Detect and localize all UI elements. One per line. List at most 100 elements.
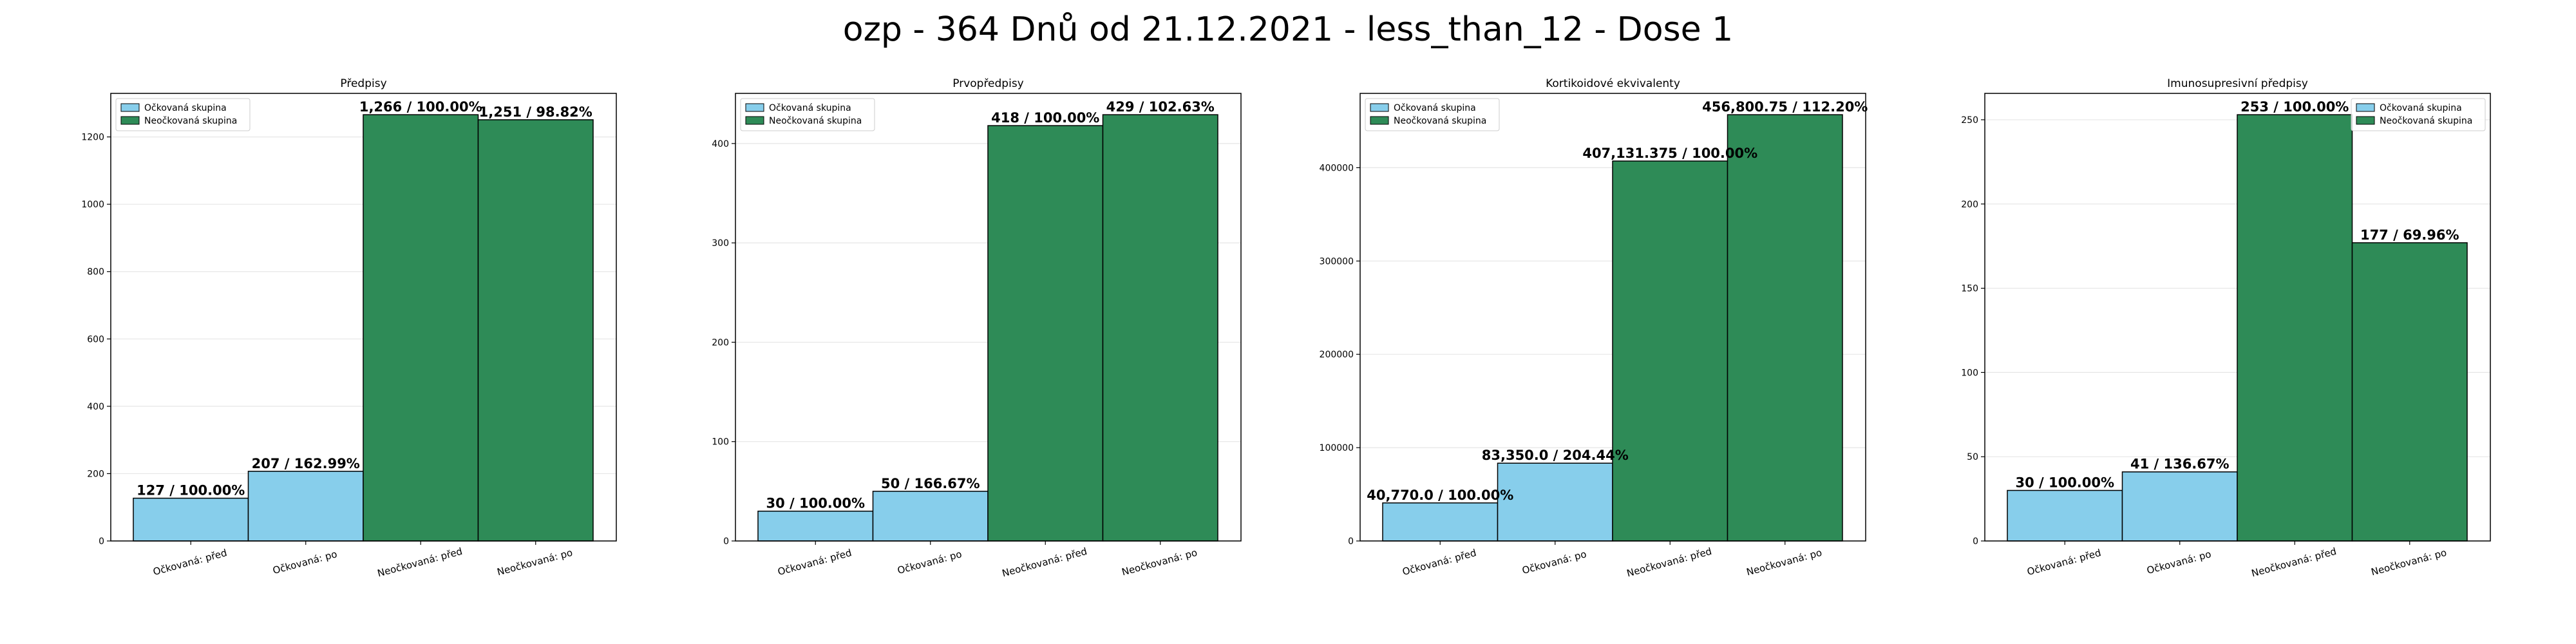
- y-tick-label: 300: [712, 238, 729, 249]
- legend-label: Očkovaná skupina: [1394, 103, 1476, 113]
- data-label: 418 / 100.00%: [991, 110, 1099, 126]
- axes-frame: [1359, 93, 1866, 542]
- y-tick-label: 250: [1961, 115, 1978, 126]
- bar: [1727, 114, 1843, 542]
- y-tick-label: 100: [712, 437, 729, 448]
- y-tick-label: 200: [1961, 200, 1978, 210]
- bar: [872, 491, 989, 542]
- bar: [1612, 160, 1728, 542]
- x-tick-label: Očkovaná: před: [777, 547, 853, 578]
- x-tick-label: Očkovaná: před: [2026, 547, 2103, 578]
- y-tick-label: 100000: [1320, 443, 1354, 453]
- legend-label: Očkovaná skupina: [2380, 103, 2462, 113]
- legend-swatch: [1370, 103, 1389, 112]
- bar: [2351, 242, 2468, 542]
- y-tick-label: 400000: [1320, 163, 1354, 173]
- panel-title: Prvopředpisy: [952, 77, 1024, 90]
- data-label: 1,251 / 98.82%: [479, 104, 592, 120]
- bar: [2237, 114, 2353, 542]
- legend: Očkovaná skupina Neočkovaná skupina: [1365, 98, 1500, 131]
- data-label: 177 / 69.96%: [2360, 227, 2459, 243]
- legend-swatch: [120, 116, 140, 125]
- panel-title: Imunosupresivní předpisy: [2167, 77, 2308, 90]
- data-label: 30 / 100.00%: [766, 496, 865, 511]
- legend: Očkovaná skupina Neočkovaná skupina: [115, 98, 251, 131]
- x-tick-label: Očkovaná: po: [2146, 548, 2213, 576]
- axes-frame: [110, 93, 617, 542]
- x-tick-label: Neočkovaná: po: [1121, 547, 1198, 578]
- y-tick-label: 200: [87, 469, 104, 479]
- chart-panel-4: 30 / 100.00% 41 / 136.67% 253 / 100.00% 177…: [1961, 77, 2491, 579]
- x-tick-label: Neočkovaná: před: [1625, 545, 1713, 580]
- legend-box: [115, 98, 251, 131]
- chart-panel-3: 40,770.0 / 100.00% 83,350.0 / 204.44% 407,…: [1320, 77, 1868, 579]
- x-tick-label: Neočkovaná: po: [496, 547, 574, 578]
- legend-swatch: [745, 103, 764, 112]
- chart-panel-1: 127 / 100.00% 207 / 162.99% 1,266 / 100.00…: [81, 77, 617, 580]
- bar: [247, 471, 364, 542]
- y-tick-label: 0: [1348, 536, 1354, 547]
- data-label: 83,350.0 / 204.44%: [1482, 448, 1629, 463]
- x-tick-label: Neočkovaná: před: [376, 545, 464, 580]
- y-tick-label: 1000: [81, 200, 104, 210]
- data-label: 456,800.75 / 112.20%: [1702, 99, 1868, 115]
- bar: [2121, 471, 2238, 542]
- data-label: 407,131.375 / 100.00%: [1582, 146, 1757, 161]
- data-label: 50 / 166.67%: [881, 476, 980, 491]
- y-tick-label: 600: [87, 334, 104, 345]
- bar: [987, 125, 1104, 542]
- legend-swatch: [1370, 116, 1389, 125]
- y-tick-label: 400: [712, 139, 729, 149]
- x-tick-label: Neočkovaná: po: [1745, 547, 1823, 578]
- legend-box: [2351, 98, 2486, 131]
- legend-box: [740, 98, 875, 131]
- bar: [363, 114, 479, 542]
- data-label: 1,266 / 100.00%: [359, 99, 482, 115]
- y-tick-label: 300000: [1320, 256, 1354, 267]
- bar: [477, 119, 594, 542]
- legend: Očkovaná skupina Neočkovaná skupina: [2351, 98, 2486, 131]
- panel-title: Předpisy: [340, 77, 386, 90]
- bar: [133, 497, 249, 542]
- y-tick-label: 800: [87, 267, 104, 278]
- legend-label: Neočkovaná skupina: [769, 116, 862, 126]
- axes-frame: [735, 93, 1242, 542]
- y-tick-label: 150: [1961, 284, 1978, 294]
- data-label: 40,770.0 / 100.00%: [1367, 488, 1513, 503]
- chart-panel-2: 30 / 100.00% 50 / 166.67% 418 / 100.00% 429…: [712, 77, 1242, 580]
- y-tick-label: 200000: [1320, 350, 1354, 360]
- legend: Očkovaná skupina Neočkovaná skupina: [740, 98, 875, 131]
- data-label: 207 / 162.99%: [252, 456, 360, 471]
- bar: [1497, 462, 1613, 542]
- y-tick-label: 0: [1973, 536, 1978, 547]
- bar: [1102, 114, 1218, 542]
- x-tick-label: Očkovaná: po: [1521, 548, 1588, 576]
- y-tick-label: 0: [723, 536, 729, 547]
- legend-swatch: [120, 103, 140, 112]
- data-label: 127 / 100.00%: [137, 483, 245, 498]
- figure-title: ozp - 364 Dnů od 21.12.2021 - less_than_…: [842, 10, 1734, 49]
- data-label: 253 / 100.00%: [2240, 99, 2349, 115]
- legend-label: Očkovaná skupina: [769, 103, 851, 113]
- legend-label: Neočkovaná skupina: [2380, 116, 2472, 126]
- x-tick-label: Očkovaná: před: [1401, 547, 1478, 578]
- axes-frame: [1984, 93, 2491, 542]
- x-tick-label: Neočkovaná: po: [2370, 547, 2448, 578]
- data-label: 429 / 102.63%: [1106, 99, 1215, 115]
- y-tick-label: 100: [1961, 368, 1978, 378]
- bar: [1382, 502, 1499, 542]
- data-label: 41 / 136.67%: [2130, 457, 2230, 472]
- legend-label: Očkovaná skupina: [144, 103, 227, 113]
- legend-box: [1365, 98, 1500, 131]
- legend-swatch: [745, 116, 764, 125]
- panel-title: Kortikoidové ekvivalenty: [1546, 77, 1680, 90]
- data-label: 30 / 100.00%: [2015, 475, 2114, 491]
- legend-swatch: [2356, 103, 2375, 112]
- legend-label: Neočkovaná skupina: [1394, 116, 1486, 126]
- x-tick-label: Očkovaná: po: [272, 548, 339, 576]
- x-tick-label: Neočkovaná: před: [1001, 545, 1088, 580]
- legend-swatch: [2356, 116, 2375, 125]
- x-tick-label: Očkovaná: před: [152, 547, 229, 578]
- x-tick-label: Očkovaná: po: [896, 548, 963, 576]
